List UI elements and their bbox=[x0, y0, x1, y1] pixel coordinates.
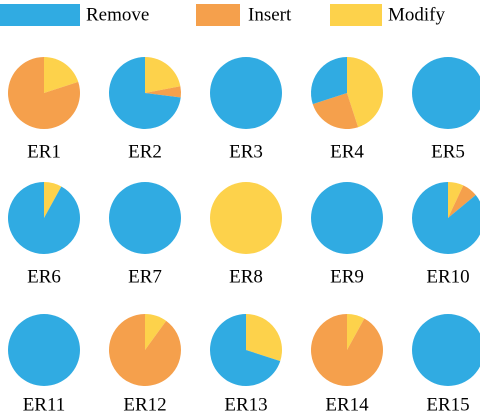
pie-label: ER5 bbox=[431, 141, 465, 162]
pie-slice bbox=[145, 86, 181, 98]
pie-label: ER7 bbox=[128, 266, 162, 287]
legend-swatch bbox=[330, 4, 382, 26]
pie-slice bbox=[312, 93, 359, 129]
pie-slice bbox=[347, 57, 383, 128]
pie-label: ER2 bbox=[128, 141, 162, 162]
legend-swatch bbox=[0, 4, 80, 26]
pie-slice bbox=[8, 314, 80, 386]
pie-label: ER3 bbox=[229, 141, 263, 162]
pie-label: ER9 bbox=[330, 266, 364, 287]
pie-label: ER6 bbox=[27, 266, 61, 287]
legend-swatch bbox=[196, 4, 240, 26]
pie-slice bbox=[210, 57, 282, 129]
pie-slice bbox=[311, 182, 383, 254]
pie-label: ER14 bbox=[325, 394, 369, 415]
pie-slice bbox=[109, 182, 181, 254]
pie-label: ER10 bbox=[426, 266, 469, 287]
pie-slice bbox=[210, 314, 281, 387]
pie-label: ER15 bbox=[426, 394, 469, 415]
pie-label: ER8 bbox=[229, 266, 263, 287]
pie-slice bbox=[347, 314, 365, 350]
legend-label: Modify bbox=[388, 4, 446, 25]
pie-slice bbox=[145, 57, 181, 93]
pie-slice bbox=[210, 182, 282, 254]
pie-slice bbox=[448, 182, 464, 218]
pie-slice bbox=[44, 182, 62, 218]
pie-slice bbox=[412, 314, 480, 386]
legend-label: Remove bbox=[86, 4, 149, 25]
pie-slice bbox=[108, 57, 181, 129]
pie-slice bbox=[145, 314, 167, 350]
pie-slice bbox=[448, 185, 476, 218]
pie-slice bbox=[8, 182, 81, 254]
pie-label: ER11 bbox=[23, 394, 66, 415]
pie-slice bbox=[44, 57, 79, 93]
pie-slice bbox=[412, 182, 480, 254]
legend-label: Insert bbox=[248, 4, 292, 25]
pie-label: ER12 bbox=[123, 394, 166, 415]
pie-label: ER1 bbox=[27, 141, 61, 162]
pie-slice bbox=[246, 314, 282, 362]
pie-slice bbox=[109, 314, 182, 387]
pie-slice bbox=[311, 314, 383, 386]
pie-slice bbox=[311, 56, 347, 105]
pie-slice bbox=[412, 57, 480, 129]
pie-label: ER13 bbox=[224, 394, 267, 415]
pie-label: ER4 bbox=[330, 141, 364, 162]
pie-slice bbox=[8, 57, 81, 129]
